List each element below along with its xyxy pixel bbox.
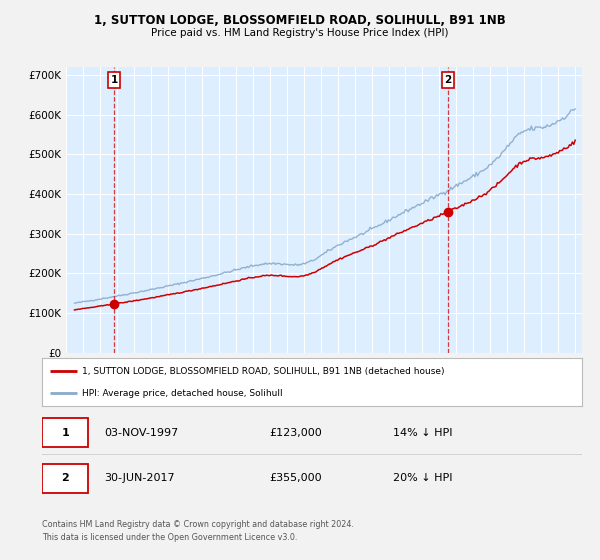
Text: 30-JUN-2017: 30-JUN-2017	[104, 473, 175, 483]
Text: 1: 1	[110, 75, 118, 85]
FancyBboxPatch shape	[42, 464, 88, 493]
Text: 03-NOV-1997: 03-NOV-1997	[104, 428, 178, 438]
Text: HPI: Average price, detached house, Solihull: HPI: Average price, detached house, Soli…	[83, 389, 283, 398]
Text: 2: 2	[444, 75, 452, 85]
Text: 1: 1	[61, 428, 69, 438]
FancyBboxPatch shape	[42, 418, 88, 447]
Text: 14% ↓ HPI: 14% ↓ HPI	[393, 428, 452, 438]
Text: Contains HM Land Registry data © Crown copyright and database right 2024.: Contains HM Land Registry data © Crown c…	[42, 520, 354, 529]
Text: 20% ↓ HPI: 20% ↓ HPI	[393, 473, 452, 483]
Text: Price paid vs. HM Land Registry's House Price Index (HPI): Price paid vs. HM Land Registry's House …	[151, 28, 449, 38]
Text: £355,000: £355,000	[269, 473, 322, 483]
Text: 2: 2	[61, 473, 69, 483]
Text: 1, SUTTON LODGE, BLOSSOMFIELD ROAD, SOLIHULL, B91 1NB: 1, SUTTON LODGE, BLOSSOMFIELD ROAD, SOLI…	[94, 14, 506, 27]
Text: This data is licensed under the Open Government Licence v3.0.: This data is licensed under the Open Gov…	[42, 533, 298, 542]
Text: £123,000: £123,000	[269, 428, 322, 438]
Text: 1, SUTTON LODGE, BLOSSOMFIELD ROAD, SOLIHULL, B91 1NB (detached house): 1, SUTTON LODGE, BLOSSOMFIELD ROAD, SOLI…	[83, 367, 445, 376]
